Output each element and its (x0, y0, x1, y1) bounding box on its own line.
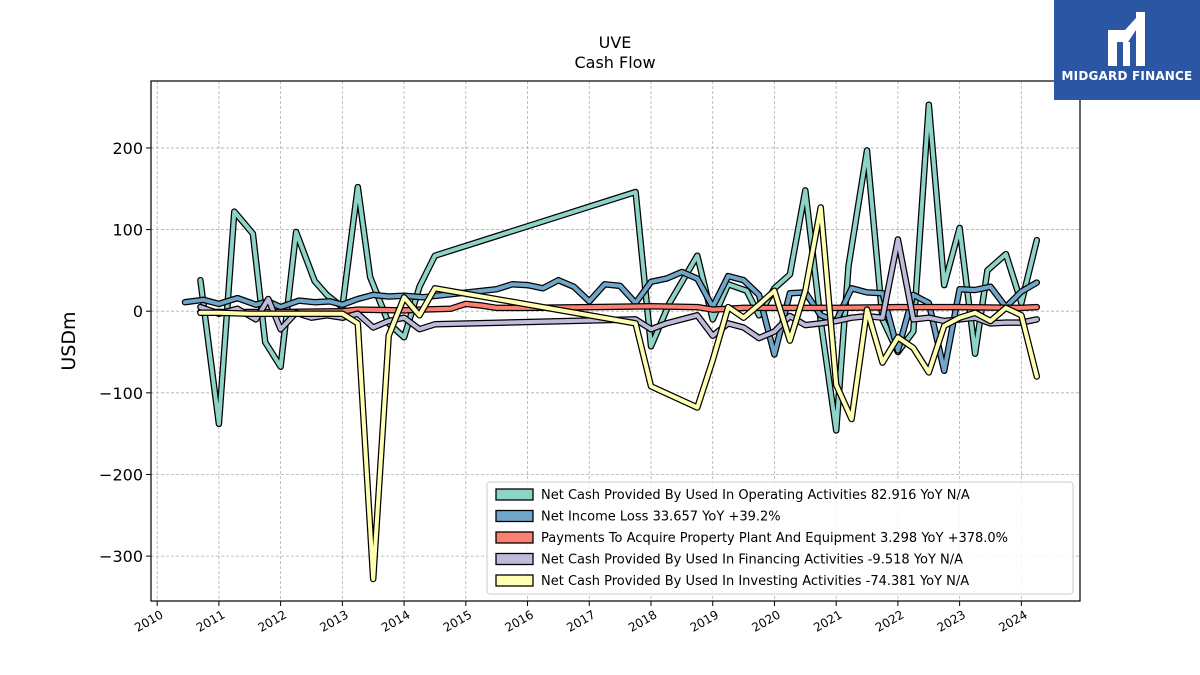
y-tick-label: −300 (99, 547, 143, 566)
x-tick-label: 2021 (811, 607, 844, 634)
x-tick-label: 2022 (873, 607, 906, 634)
x-tick-label: 2010 (132, 607, 165, 634)
y-tick-label: −100 (99, 384, 143, 403)
legend-label: Net Cash Provided By Used In Operating A… (541, 488, 970, 503)
series-2 (181, 268, 1041, 375)
legend-swatch (495, 531, 534, 544)
legend: Net Cash Provided By Used In Operating A… (486, 481, 1074, 595)
brand-name: MIDGARD FINANCE (1061, 69, 1193, 83)
series-layer (181, 101, 1041, 583)
legend-label: Net Income Loss 33.657 YoY +39.2% (541, 510, 781, 525)
x-tick-label: 2012 (256, 607, 289, 634)
x-tick-label: 2015 (441, 607, 474, 634)
x-tick-label: 2023 (935, 607, 968, 634)
x-tick-label: 2017 (564, 607, 597, 634)
x-tick-label: 2016 (503, 607, 536, 634)
legend-label: Payments To Acquire Property Plant And E… (541, 531, 1008, 546)
x-tick-label: 2014 (379, 607, 412, 634)
series-line (198, 205, 1039, 581)
legend-box (486, 481, 1074, 595)
legend-swatch (495, 509, 534, 523)
legend-label: Net Cash Provided By Used In Investing A… (541, 574, 969, 589)
y-tick-label: −200 (99, 465, 143, 484)
x-tick-label: 2011 (194, 607, 227, 634)
legend-swatch (495, 488, 534, 501)
x-tick-label: 2019 (688, 607, 721, 634)
chart-subtitle: Cash Flow (574, 53, 655, 72)
series-line-outline (197, 101, 1041, 434)
y-tick-label: 200 (112, 139, 143, 158)
legend-swatch (495, 574, 534, 587)
x-tick-label: 2018 (626, 607, 659, 634)
y-axis-ticks: −300 −200 −100 0 100 200 (99, 139, 151, 566)
series-1 (197, 101, 1041, 434)
brand-logo: MIDGARD FINANCE (1054, 0, 1200, 100)
plot-frame (150, 80, 1081, 602)
x-tick-label: 2024 (996, 607, 1029, 634)
series-line (183, 270, 1039, 373)
x-tick-label: 2013 (317, 607, 350, 634)
x-tick-label: 2020 (749, 607, 782, 634)
legend-label: Net Cash Provided By Used In Financing A… (541, 553, 963, 568)
y-axis-label: USDm (58, 311, 80, 370)
midgard-logo-icon (1108, 12, 1145, 66)
series-line (198, 102, 1039, 433)
x-axis-ticks: 2010 2011 2012 2013 2014 2015 2016 2017 2018 2019… (132, 601, 1030, 635)
series-5 (197, 204, 1041, 583)
y-tick-label: 0 (133, 302, 143, 321)
chart-title: UVE (599, 33, 632, 52)
y-tick-label: 100 (112, 221, 143, 240)
legend-swatch (495, 552, 534, 566)
